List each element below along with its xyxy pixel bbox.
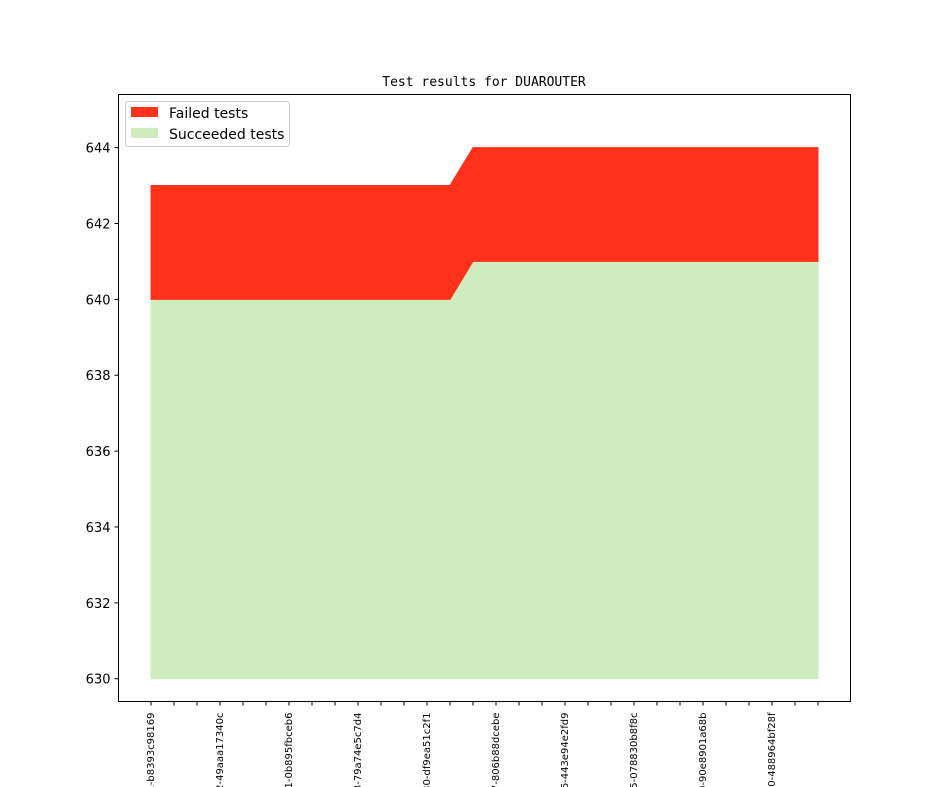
y-tick-label: 642 [86, 217, 111, 232]
y-tick-label: 632 [86, 597, 111, 612]
plot-frame [118, 94, 851, 702]
x-tick-label: 1-b8393c98169 [146, 713, 157, 787]
plot-areas [150, 147, 819, 680]
legend-swatch-succeeded [131, 128, 158, 138]
x-axis: 1-b8393c98169 2-49aaa17340c 1-0b895fbceb6 3… [146, 701, 819, 787]
area-failed-tests [150, 147, 819, 300]
x-tick-label: 30-488964bf28f [767, 712, 778, 787]
x-tick-label: 0-90e8901a68b [698, 713, 709, 787]
x-tick-label: 2-49aaa17340c [215, 713, 226, 787]
x-tick-label: 5-078830b8f8c [629, 713, 640, 787]
legend-label-succeeded: Succeeded tests [169, 127, 284, 143]
x-tick-label: 30-df9ea51c2f1 [422, 713, 433, 787]
legend-label-failed: Failed tests [169, 106, 248, 122]
legend-swatch-failed [131, 107, 158, 117]
y-tick-label: 638 [86, 369, 111, 384]
x-tick-label: 7-806b88dcebe [491, 713, 502, 787]
y-tick-label: 634 [86, 521, 111, 536]
chart-title: Test results for DUAROUTER [382, 75, 586, 90]
x-tick-label: 3-79a74e5c7d4 [353, 713, 364, 787]
legend: Failed tests Succeeded tests [125, 101, 290, 147]
x-tick-label: 6-443e94e2fd9 [560, 713, 571, 787]
y-tick-label: 640 [86, 293, 111, 308]
y-tick-label: 644 [86, 142, 111, 157]
legend-box [125, 101, 290, 147]
area-succeeded-tests [150, 260, 819, 680]
x-tick-label: 1-0b895fbceb6 [284, 713, 295, 787]
y-axis: 630 632 634 636 638 640 642 644 [86, 142, 119, 688]
y-tick-label: 636 [86, 445, 111, 460]
y-tick-label: 630 [86, 673, 111, 688]
